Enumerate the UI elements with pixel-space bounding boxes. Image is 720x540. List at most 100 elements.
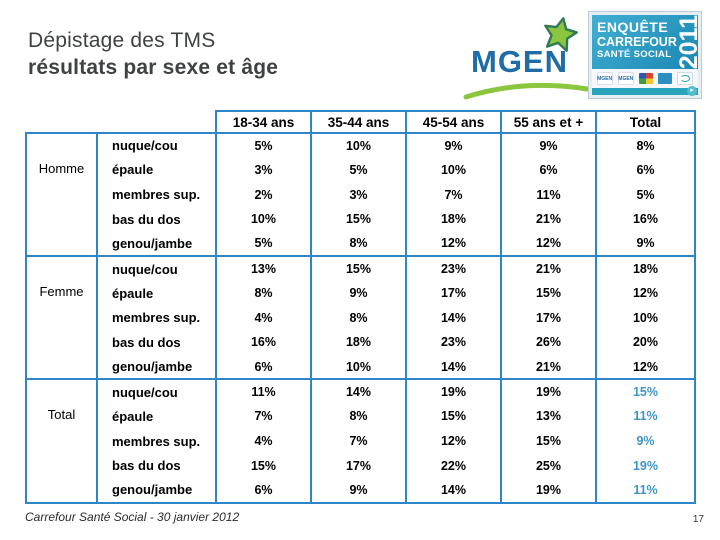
value-cell: 19% (500, 477, 597, 504)
title-line-2: résultats par sexe et âge (28, 56, 279, 79)
mgen-mini-logo: MGEN (596, 72, 613, 86)
value-cell: 10% (310, 354, 407, 380)
column-header-18-34: 18-34 ans (215, 110, 312, 134)
results-table: 18-34 ans 35-44 ans 45-54 ans 55 ans et … (25, 110, 696, 504)
value-cell: 8% (310, 231, 407, 257)
value-cell: 8% (595, 132, 696, 158)
value-cell: 9% (595, 231, 696, 257)
row-label: épaule (96, 280, 217, 306)
value-cell: 15% (310, 255, 407, 281)
value-cell: 9% (310, 477, 407, 504)
value-cell: 10% (310, 132, 407, 158)
value-cell: 15% (215, 453, 312, 478)
value-cell: 5% (310, 157, 407, 183)
value-cell: 5% (595, 182, 696, 207)
value-cell: 14% (405, 354, 502, 380)
value-cell: 11% (215, 378, 312, 405)
table-row: Femme nuque/cou 13% 15% 23% 21% 18% (25, 255, 696, 381)
badge-line-2: CARREFOUR (597, 35, 677, 49)
table-corner-spacer (26, 111, 216, 133)
value-cell: 12% (405, 231, 502, 257)
play-arrow-icon: ▸ (687, 86, 697, 97)
value-cell: 15% (500, 428, 597, 454)
value-cell: 13% (500, 404, 597, 429)
value-cell: 10% (405, 157, 502, 183)
value-cell: 12% (595, 354, 696, 380)
footer-caption: Carrefour Santé Social - 30 janvier 2012 (25, 510, 240, 524)
row-label: membres sup. (96, 182, 217, 207)
row-label: épaule (96, 157, 217, 183)
table-row: épaule 8% 9% 17% 15% 12% (26, 280, 696, 306)
value-cell: 19% (595, 453, 696, 478)
table-row: membres sup. 4% 7% 12% 15% 9% (26, 428, 696, 454)
value-cell: 21% (500, 354, 597, 380)
value-cell: 20% (595, 330, 696, 355)
value-cell: 9% (500, 132, 597, 158)
enquete-badge: ENQUÊTE CARREFOUR SANTÉ SOCIAL 2011 MGEN… (588, 11, 703, 99)
row-label: bas du dos (96, 206, 217, 232)
value-cell: 17% (405, 280, 502, 306)
value-cell: 17% (310, 453, 407, 478)
value-cell: 13% (215, 255, 312, 281)
badge-main: ENQUÊTE CARREFOUR SANTÉ SOCIAL 2011 (592, 15, 703, 70)
page-title: Dépistage des TMS résultats par sexe et … (28, 27, 278, 81)
value-cell: 10% (595, 305, 696, 331)
star-icon (544, 17, 578, 52)
row-label: nuque/cou (96, 255, 217, 281)
value-cell: 14% (405, 305, 502, 331)
value-cell: 6% (595, 157, 696, 183)
mgen-wordmark: MGEN (471, 44, 568, 79)
table-row: Homme nuque/cou 5% 10% 9% 9% 8% (25, 131, 696, 258)
value-cell: 8% (215, 280, 312, 306)
value-cell: 17% (500, 305, 597, 331)
mgen-mini-logo-2: MGEN (617, 72, 634, 86)
table-row: genou/jambe 6% 9% 14% 19% 11% (26, 477, 696, 504)
value-cell: 21% (500, 255, 597, 281)
column-header-45-54: 45-54 ans (405, 110, 502, 134)
row-label: membres sup. (96, 428, 217, 454)
group-label-total: Total (25, 378, 98, 504)
column-header-35-44: 35-44 ans (310, 110, 407, 134)
value-cell: 4% (215, 428, 312, 454)
results-table-wrapper: 18-34 ans 35-44 ans 45-54 ans 55 ans et … (25, 110, 696, 504)
value-cell: 6% (215, 477, 312, 504)
title-line-1: Dépistage des TMS (28, 29, 216, 52)
value-cell: 18% (405, 206, 502, 232)
value-cell: 19% (405, 378, 502, 405)
value-cell: 21% (500, 206, 597, 232)
table-row: épaule 3% 5% 10% 6% 6% (26, 157, 696, 183)
value-cell: 15% (405, 404, 502, 429)
table-row: Total nuque/cou 11% 14% 19% 19% 15% (25, 378, 696, 504)
row-label: membres sup. (96, 305, 217, 331)
table-header-row: 18-34 ans 35-44 ans 45-54 ans 55 ans et … (26, 110, 696, 134)
row-label: nuque/cou (96, 378, 217, 405)
value-cell: 26% (500, 330, 597, 355)
column-header-total: Total (595, 110, 696, 134)
value-cell: 16% (595, 206, 696, 232)
value-cell: 14% (405, 477, 502, 504)
value-cell: 5% (215, 231, 312, 257)
value-cell: 7% (310, 428, 407, 454)
value-cell: 18% (310, 330, 407, 355)
value-cell: 9% (405, 132, 502, 158)
value-cell: 8% (310, 305, 407, 331)
value-cell: 12% (405, 428, 502, 454)
group-label-homme: Homme (25, 131, 98, 258)
row-label: genou/jambe (96, 231, 217, 257)
value-cell: 12% (595, 280, 696, 306)
badge-line-3: SANTÉ SOCIAL (597, 49, 672, 60)
table-row: genou/jambe 5% 8% 12% 12% 9% (26, 231, 696, 257)
table-row: bas du dos 15% 17% 22% 25% 19% (26, 453, 696, 478)
row-label: épaule (96, 404, 217, 429)
table-row: membres sup. 4% 8% 14% 17% 10% (26, 305, 696, 331)
value-cell: 6% (215, 354, 312, 380)
value-cell: 19% (500, 378, 597, 405)
value-cell: 6% (500, 157, 597, 183)
blue-square-logo (658, 73, 673, 85)
row-label: genou/jambe (96, 354, 217, 380)
table-row: bas du dos 16% 18% 23% 26% 20% (26, 330, 696, 355)
row-label: bas du dos (96, 330, 217, 355)
value-cell: 4% (215, 305, 312, 331)
value-cell: 9% (310, 280, 407, 306)
